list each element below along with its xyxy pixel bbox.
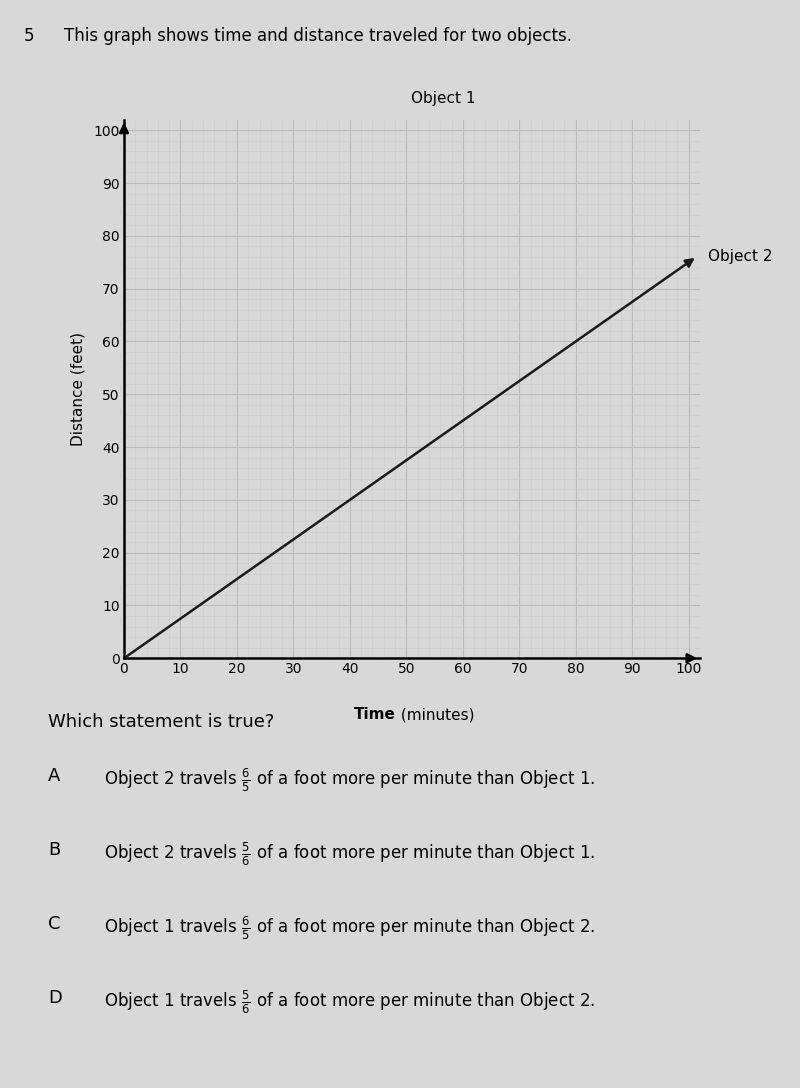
Text: Object 2: Object 2	[709, 249, 773, 263]
Text: A: A	[48, 767, 60, 786]
Text: Object 1 travels $\mathregular{\frac{6}{5}}$ of a foot more per minute than Obje: Object 1 travels $\mathregular{\frac{6}{…	[104, 915, 595, 942]
Text: Time: Time	[354, 707, 396, 722]
Text: (minutes): (minutes)	[396, 707, 474, 722]
Y-axis label: Distance (feet): Distance (feet)	[70, 332, 85, 446]
Text: B: B	[48, 841, 60, 860]
Text: Object 1 travels $\mathregular{\frac{5}{6}}$ of a foot more per minute than Obje: Object 1 travels $\mathregular{\frac{5}{…	[104, 989, 595, 1016]
Text: This graph shows time and distance traveled for two objects.: This graph shows time and distance trave…	[64, 27, 572, 46]
Text: Object 2 travels $\mathregular{\frac{6}{5}}$ of a foot more per minute than Obje: Object 2 travels $\mathregular{\frac{6}{…	[104, 767, 595, 794]
Text: C: C	[48, 915, 61, 934]
Text: Object 1: Object 1	[411, 91, 475, 107]
Text: Which statement is true?: Which statement is true?	[48, 713, 274, 731]
Text: 5: 5	[24, 27, 34, 46]
Text: D: D	[48, 989, 62, 1007]
Text: Object 2 travels $\mathregular{\frac{5}{6}}$ of a foot more per minute than Obje: Object 2 travels $\mathregular{\frac{5}{…	[104, 841, 595, 868]
